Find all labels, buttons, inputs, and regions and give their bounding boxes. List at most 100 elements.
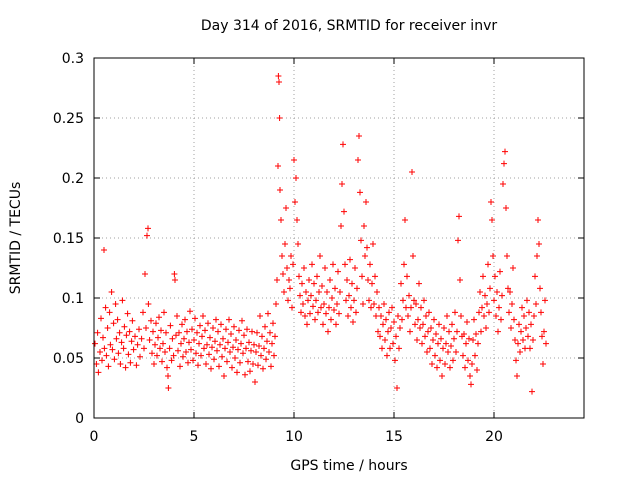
data-point (485, 261, 491, 268)
data-point (458, 313, 464, 319)
data-point (338, 223, 344, 229)
data-point (386, 309, 392, 316)
data-point (213, 316, 219, 323)
data-point (449, 321, 455, 328)
chart-title: Day 314 of 2016, SRMTID for receiver inv… (201, 18, 497, 34)
data-point (477, 289, 483, 295)
data-point (206, 351, 212, 358)
data-point (406, 292, 412, 299)
data-point (101, 345, 108, 352)
data-point (536, 241, 542, 247)
data-point (298, 309, 304, 316)
data-point (420, 321, 426, 328)
data-point (500, 181, 506, 187)
data-point (344, 277, 350, 283)
data-point (482, 292, 488, 299)
data-point (293, 175, 299, 181)
data-point (460, 352, 466, 359)
data-point (471, 316, 477, 323)
data-point (260, 365, 266, 372)
data-point (280, 271, 286, 277)
data-point (528, 321, 534, 328)
data-point (207, 334, 213, 341)
data-point (523, 325, 529, 331)
data-point (258, 352, 264, 359)
data-point (497, 268, 503, 275)
data-point (186, 339, 192, 346)
data-point (94, 329, 101, 336)
data-point (479, 304, 485, 311)
data-point (424, 349, 430, 355)
data-point (320, 321, 326, 328)
data-point (525, 333, 531, 340)
data-point (188, 346, 194, 353)
data-point (164, 364, 170, 371)
data-point (505, 285, 511, 292)
data-point (322, 265, 328, 271)
data-point (273, 301, 279, 307)
data-point (222, 345, 228, 352)
x-tick-label: 0 (90, 429, 99, 445)
data-point (277, 187, 283, 193)
data-point (390, 340, 396, 347)
data-point (374, 289, 380, 295)
data-point (325, 328, 331, 335)
data-point (105, 363, 112, 370)
data-point (334, 301, 340, 307)
data-point (315, 309, 321, 316)
data-point (466, 335, 472, 342)
data-point (353, 309, 359, 316)
y-tick-labels: 0 0.05 0.1 0.15 0.2 0.25 0.3 (53, 51, 84, 427)
data-point (183, 349, 189, 355)
data-point (193, 350, 199, 357)
data-point (286, 277, 292, 283)
data-point (453, 349, 459, 355)
data-point (436, 321, 442, 328)
data-point (175, 347, 181, 354)
data-point (137, 353, 143, 360)
data-point (490, 253, 496, 259)
data-point (130, 346, 137, 353)
data-point (249, 328, 255, 335)
axis-ticks (93, 57, 584, 419)
data-point (120, 345, 127, 352)
data-point (417, 325, 423, 331)
data-point (518, 328, 524, 335)
data-point (152, 341, 158, 348)
data-point (360, 301, 366, 307)
data-point (106, 309, 113, 316)
data-point (126, 328, 133, 335)
data-point (118, 339, 125, 346)
data-point (359, 273, 365, 280)
data-point (401, 261, 407, 268)
data-point (180, 353, 186, 360)
y-tick-label: 0.2 (62, 171, 84, 187)
data-point (415, 316, 421, 323)
data-point (495, 328, 501, 335)
data-point (289, 304, 295, 311)
data-point (382, 337, 388, 343)
data-point (443, 340, 449, 347)
data-point (256, 343, 262, 349)
data-point (455, 237, 461, 244)
data-point (124, 310, 131, 317)
data-point (151, 361, 157, 367)
data-point (166, 345, 173, 352)
data-point (165, 385, 172, 391)
data-point (281, 289, 287, 295)
data-point (247, 368, 253, 375)
data-point (372, 273, 378, 280)
data-point (115, 350, 122, 357)
data-point (370, 241, 376, 247)
data-point (110, 320, 117, 327)
data-point (535, 217, 541, 223)
data-point (533, 301, 539, 307)
data-point (388, 325, 394, 331)
data-point (465, 357, 471, 364)
data-point (261, 345, 267, 352)
data-point (190, 357, 196, 364)
data-point (223, 326, 229, 333)
data-point (310, 303, 316, 310)
data-point (521, 313, 527, 319)
data-point (231, 323, 237, 330)
